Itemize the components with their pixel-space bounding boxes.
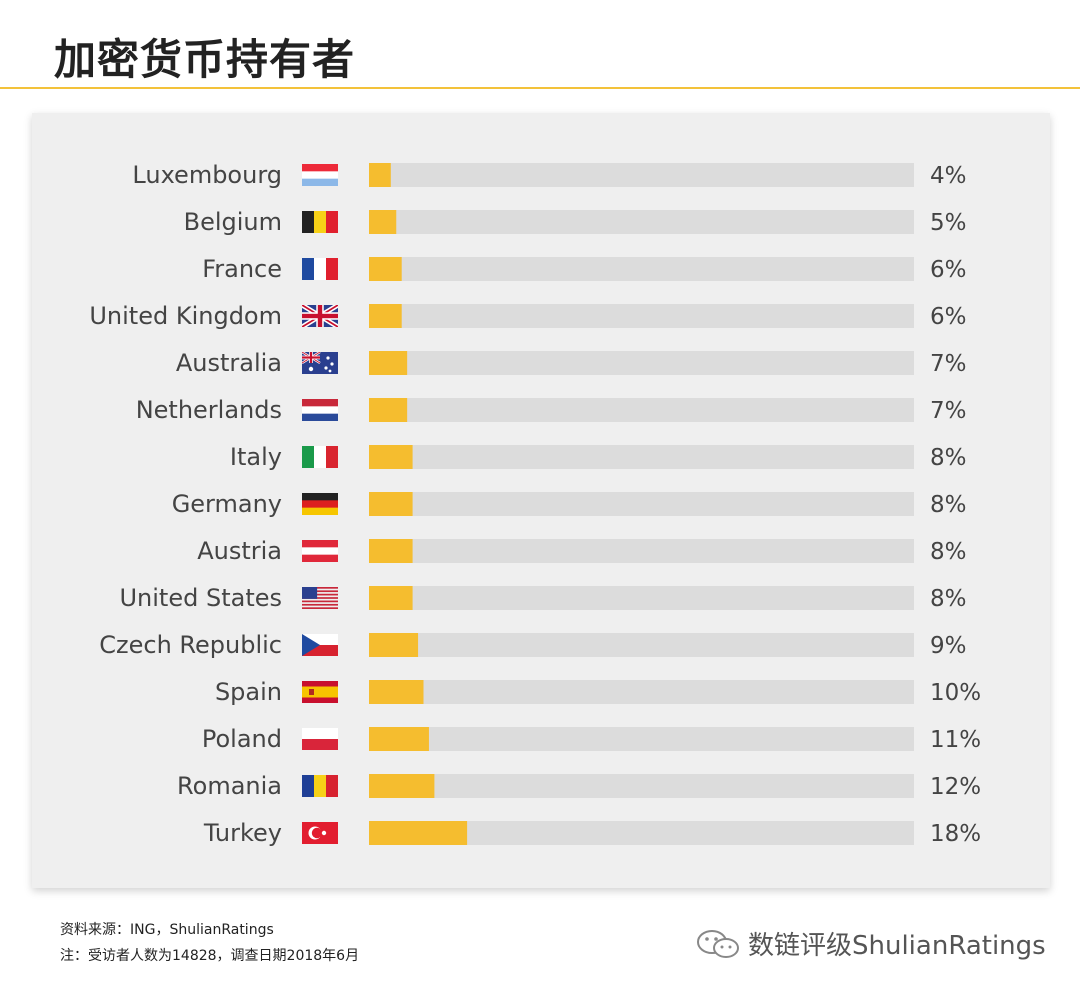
- title-divider: [0, 87, 1080, 89]
- bar-france: [369, 257, 402, 281]
- bar-chart: Luxembourg 4% Belgium 5% France 6% United King…: [89, 161, 981, 847]
- flag-italy-icon: [302, 446, 338, 468]
- flag-france-icon: [302, 258, 338, 280]
- bar-track-romania: [369, 774, 914, 798]
- category-label-czech-republic: Czech Republic: [99, 631, 282, 659]
- value-label-france: 6%: [930, 257, 967, 283]
- category-label-australia: Australia: [176, 349, 282, 377]
- flag-luxembourg-icon: [302, 164, 338, 186]
- bar-turkey: [369, 821, 468, 845]
- bar-united-kingdom: [369, 304, 402, 328]
- flag-netherlands-icon: [302, 399, 338, 421]
- category-label-italy: Italy: [230, 443, 282, 471]
- category-label-belgium: Belgium: [184, 208, 282, 236]
- value-label-australia: 7%: [930, 351, 967, 377]
- bar-luxembourg: [369, 163, 391, 187]
- value-label-poland: 11%: [930, 727, 981, 753]
- bar-track-germany: [369, 492, 914, 516]
- flag-austria-icon: [302, 540, 338, 562]
- value-label-romania: 12%: [930, 774, 981, 800]
- bar-germany: [369, 492, 413, 516]
- value-label-united-kingdom: 6%: [930, 304, 967, 330]
- category-label-united-kingdom: United Kingdom: [89, 302, 282, 330]
- flag-australia-icon: [302, 352, 338, 374]
- value-label-luxembourg: 4%: [930, 163, 967, 189]
- flag-belgium-icon: [302, 211, 338, 233]
- bar-australia: [369, 351, 408, 375]
- bar-track-italy: [369, 445, 914, 469]
- value-label-spain: 10%: [930, 680, 981, 706]
- flag-usa-icon: [302, 587, 338, 609]
- category-label-france: France: [202, 255, 282, 283]
- flag-spain-icon: [302, 681, 338, 703]
- flag-uk-icon: [302, 305, 338, 327]
- value-label-netherlands: 7%: [930, 398, 967, 424]
- category-label-austria: Austria: [197, 537, 282, 565]
- value-label-austria: 8%: [930, 539, 967, 565]
- flag-germany-icon: [302, 493, 338, 515]
- bar-track-spain: [369, 680, 914, 704]
- bar-track-netherlands: [369, 398, 914, 422]
- flag-romania-icon: [302, 775, 338, 797]
- value-label-italy: 8%: [930, 445, 967, 471]
- bar-track-czech-republic: [369, 633, 914, 657]
- flag-turkey-icon: [302, 822, 338, 844]
- flag-poland-icon: [302, 728, 338, 750]
- value-label-turkey: 18%: [930, 821, 981, 847]
- value-label-belgium: 5%: [930, 210, 967, 236]
- bar-poland: [369, 727, 429, 751]
- value-label-czech-republic: 9%: [930, 633, 967, 659]
- category-label-spain: Spain: [215, 678, 282, 706]
- bar-austria: [369, 539, 413, 563]
- bar-track-poland: [369, 727, 914, 751]
- bar-romania: [369, 774, 435, 798]
- category-label-netherlands: Netherlands: [136, 396, 282, 424]
- watermark-text: 数链评级ShulianRatings: [748, 931, 1046, 961]
- bar-track-australia: [369, 351, 914, 375]
- category-label-turkey: Turkey: [203, 819, 282, 847]
- category-label-poland: Poland: [202, 725, 282, 753]
- flag-czech-icon: [302, 634, 338, 656]
- bar-track-united-kingdom: [369, 304, 914, 328]
- bar-netherlands: [369, 398, 408, 422]
- bar-track-belgium: [369, 210, 914, 234]
- survey-note: 注：受访者人数为14828，调查日期2018年6月: [60, 948, 360, 964]
- category-label-germany: Germany: [172, 490, 282, 518]
- bar-italy: [369, 445, 413, 469]
- source-note: 资料来源：ING，ShulianRatings: [60, 922, 274, 938]
- category-label-united-states: United States: [119, 584, 282, 612]
- value-label-united-states: 8%: [930, 586, 967, 612]
- bar-track-france: [369, 257, 914, 281]
- bar-united-states: [369, 586, 413, 610]
- category-label-romania: Romania: [177, 772, 282, 800]
- wechat-icon: [697, 929, 739, 958]
- bar-spain: [369, 680, 424, 704]
- bar-track-luxembourg: [369, 163, 914, 187]
- chart-title: 加密货币持有者: [54, 35, 356, 84]
- value-label-germany: 8%: [930, 492, 967, 518]
- bar-czech-republic: [369, 633, 419, 657]
- chart-card: Luxembourg 4% Belgium 5% France 6% United King…: [32, 113, 1050, 888]
- bar-belgium: [369, 210, 397, 234]
- bar-track-united-states: [369, 586, 914, 610]
- watermark: 数链评级ShulianRatings: [696, 925, 1046, 962]
- category-label-luxembourg: Luxembourg: [132, 161, 282, 189]
- bar-track-austria: [369, 539, 914, 563]
